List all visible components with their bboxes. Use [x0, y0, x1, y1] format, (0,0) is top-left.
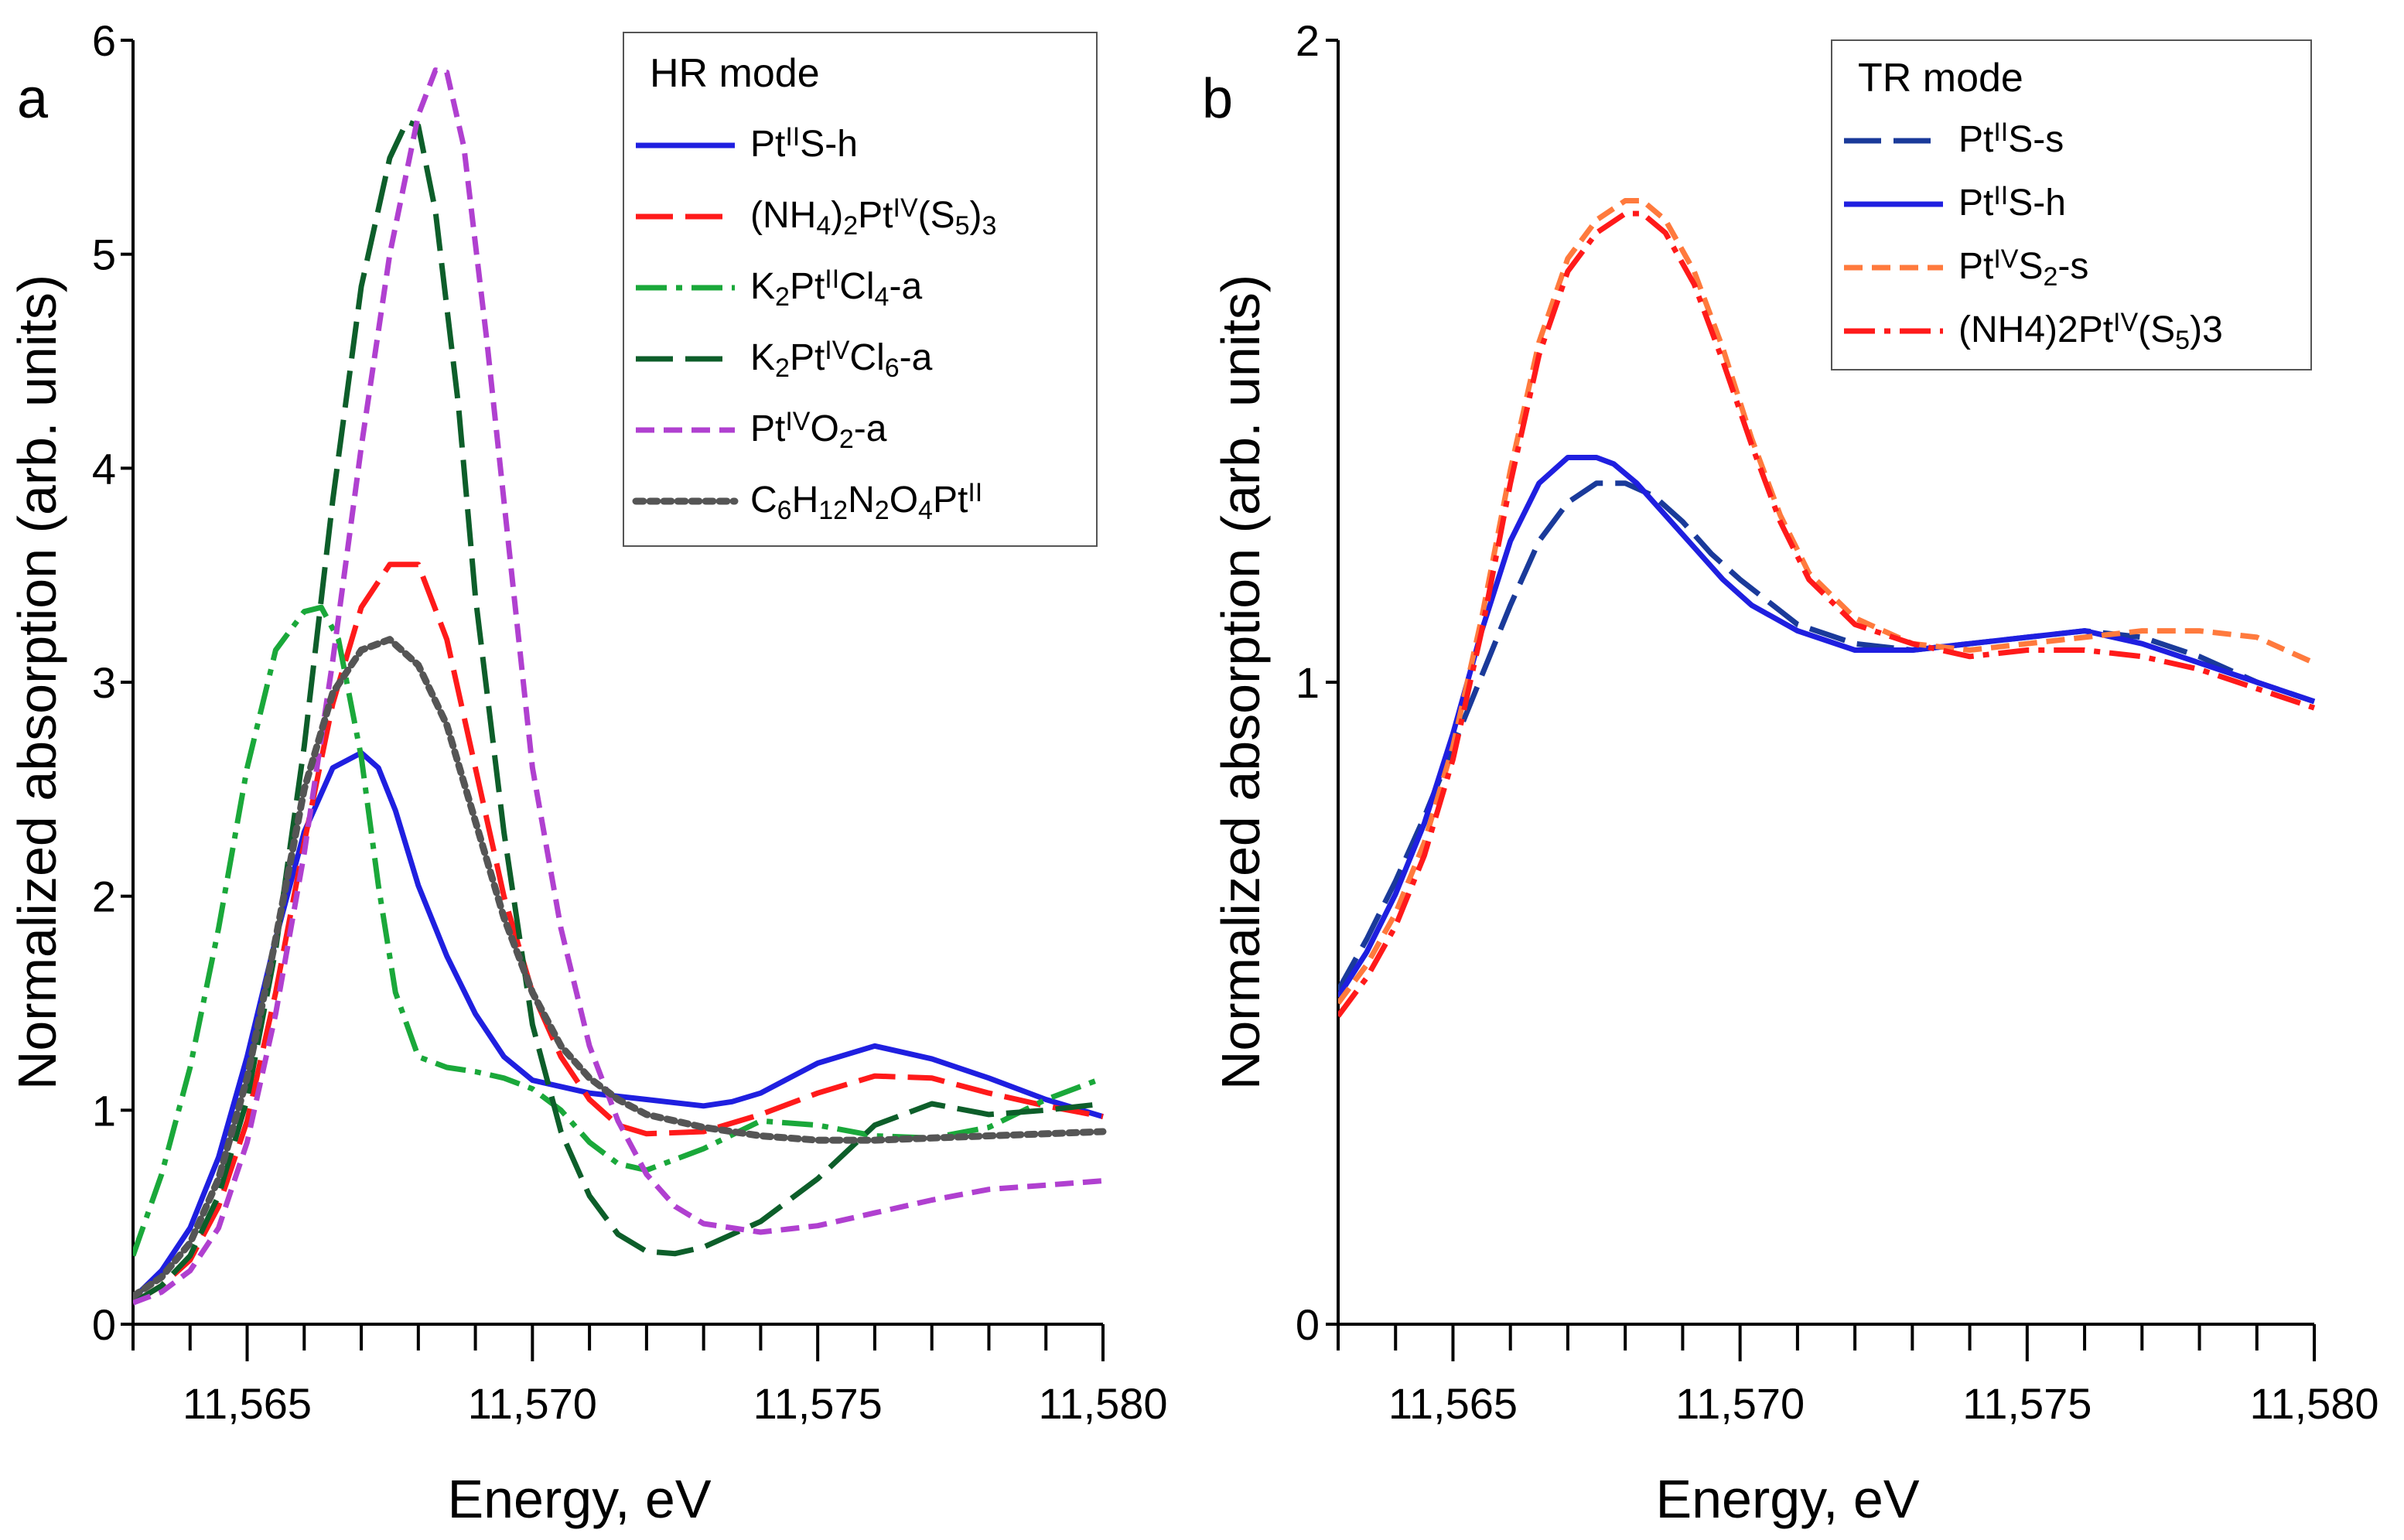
series-group [133, 67, 1107, 1306]
panel-letter: a [17, 68, 49, 130]
y-tick-label: 5 [92, 230, 116, 279]
x-tick-label: 11,570 [1675, 1379, 1805, 1428]
legend-label: K2PtIICl4-a [750, 265, 922, 311]
y-tick-label: 3 [92, 658, 116, 707]
legend-label: (NH4)2PtIV(S5)3 [1958, 308, 2223, 354]
x-tick-label: 11,575 [753, 1379, 883, 1428]
x-tick-label: 11,570 [468, 1379, 597, 1428]
series-line-6 [133, 636, 1107, 1300]
series-line-3 [133, 604, 1105, 1257]
x-tick-label: 11,565 [183, 1379, 312, 1428]
series-line-1 [133, 750, 1105, 1301]
legend: TR mode PtIIS-s PtIIS-h PtIVS2-s (NH4)2PtIV(… [1831, 39, 2312, 370]
y-tick-label: 0 [92, 1300, 116, 1349]
legend-label: PtIIS-h [1958, 181, 2066, 224]
series-line-1 [1338, 480, 2316, 992]
legend-title: HR mode [650, 51, 820, 96]
legend-label: C6H12N2O4PtII [750, 478, 982, 524]
legend: HR mode PtIIS-h (NH4)2PtIV(S5)3 K2PtIICl4-a… [623, 32, 1098, 547]
y-tick-label: 1 [1296, 658, 1320, 707]
y-tick-label: 1 [92, 1086, 116, 1135]
x-tick-label: 11,565 [1388, 1379, 1518, 1428]
x-tick-label: 11,580 [2249, 1379, 2378, 1428]
y-tick-label: 6 [92, 16, 116, 65]
y-axis-title: Normalized absorption (arb. units) [1211, 275, 1271, 1090]
x-axis-title: Energy, eV [1655, 1469, 1919, 1529]
panel-letter: b [1202, 68, 1233, 130]
legend-title: TR mode [1858, 56, 2023, 101]
legend-label: K2PtIVCl6-a [750, 336, 933, 382]
x-tick-label: 11,575 [1962, 1379, 2092, 1428]
y-tick-label: 2 [92, 872, 116, 921]
legend-label: (NH4)2PtIV(S5)3 [750, 193, 996, 240]
chart-panel-a: a 11,565 11,570 11,575 11,580 0 1 2 3 4 5 6 Energy, … [7, 16, 1168, 1529]
series-line-2 [133, 562, 1104, 1306]
x-axis-title: Energy, eV [447, 1469, 711, 1529]
y-tick-label: 2 [1296, 16, 1320, 65]
series-line-2 [1338, 455, 2316, 999]
legend-label: PtIVO2-a [750, 407, 887, 453]
y-axis-title: Normalized absorption (arb. units) [7, 275, 67, 1090]
y-tick-label: 0 [1296, 1300, 1320, 1349]
x-tick-label: 11,580 [1038, 1379, 1167, 1428]
legend-label: PtIIS-s [1958, 118, 2064, 160]
legend-label: PtIIS-h [750, 122, 858, 165]
y-tick-label: 4 [92, 444, 116, 493]
series-line-4 [1338, 210, 2316, 1018]
series-group [1338, 198, 2316, 1018]
legend-label: PtIVS2-s [1958, 244, 2088, 291]
series-line-5 [133, 67, 1104, 1306]
chart-panel-b: b 11,565 11,570 11,575 11,580 0 1 2 Energy, eV No… [1202, 16, 2379, 1529]
